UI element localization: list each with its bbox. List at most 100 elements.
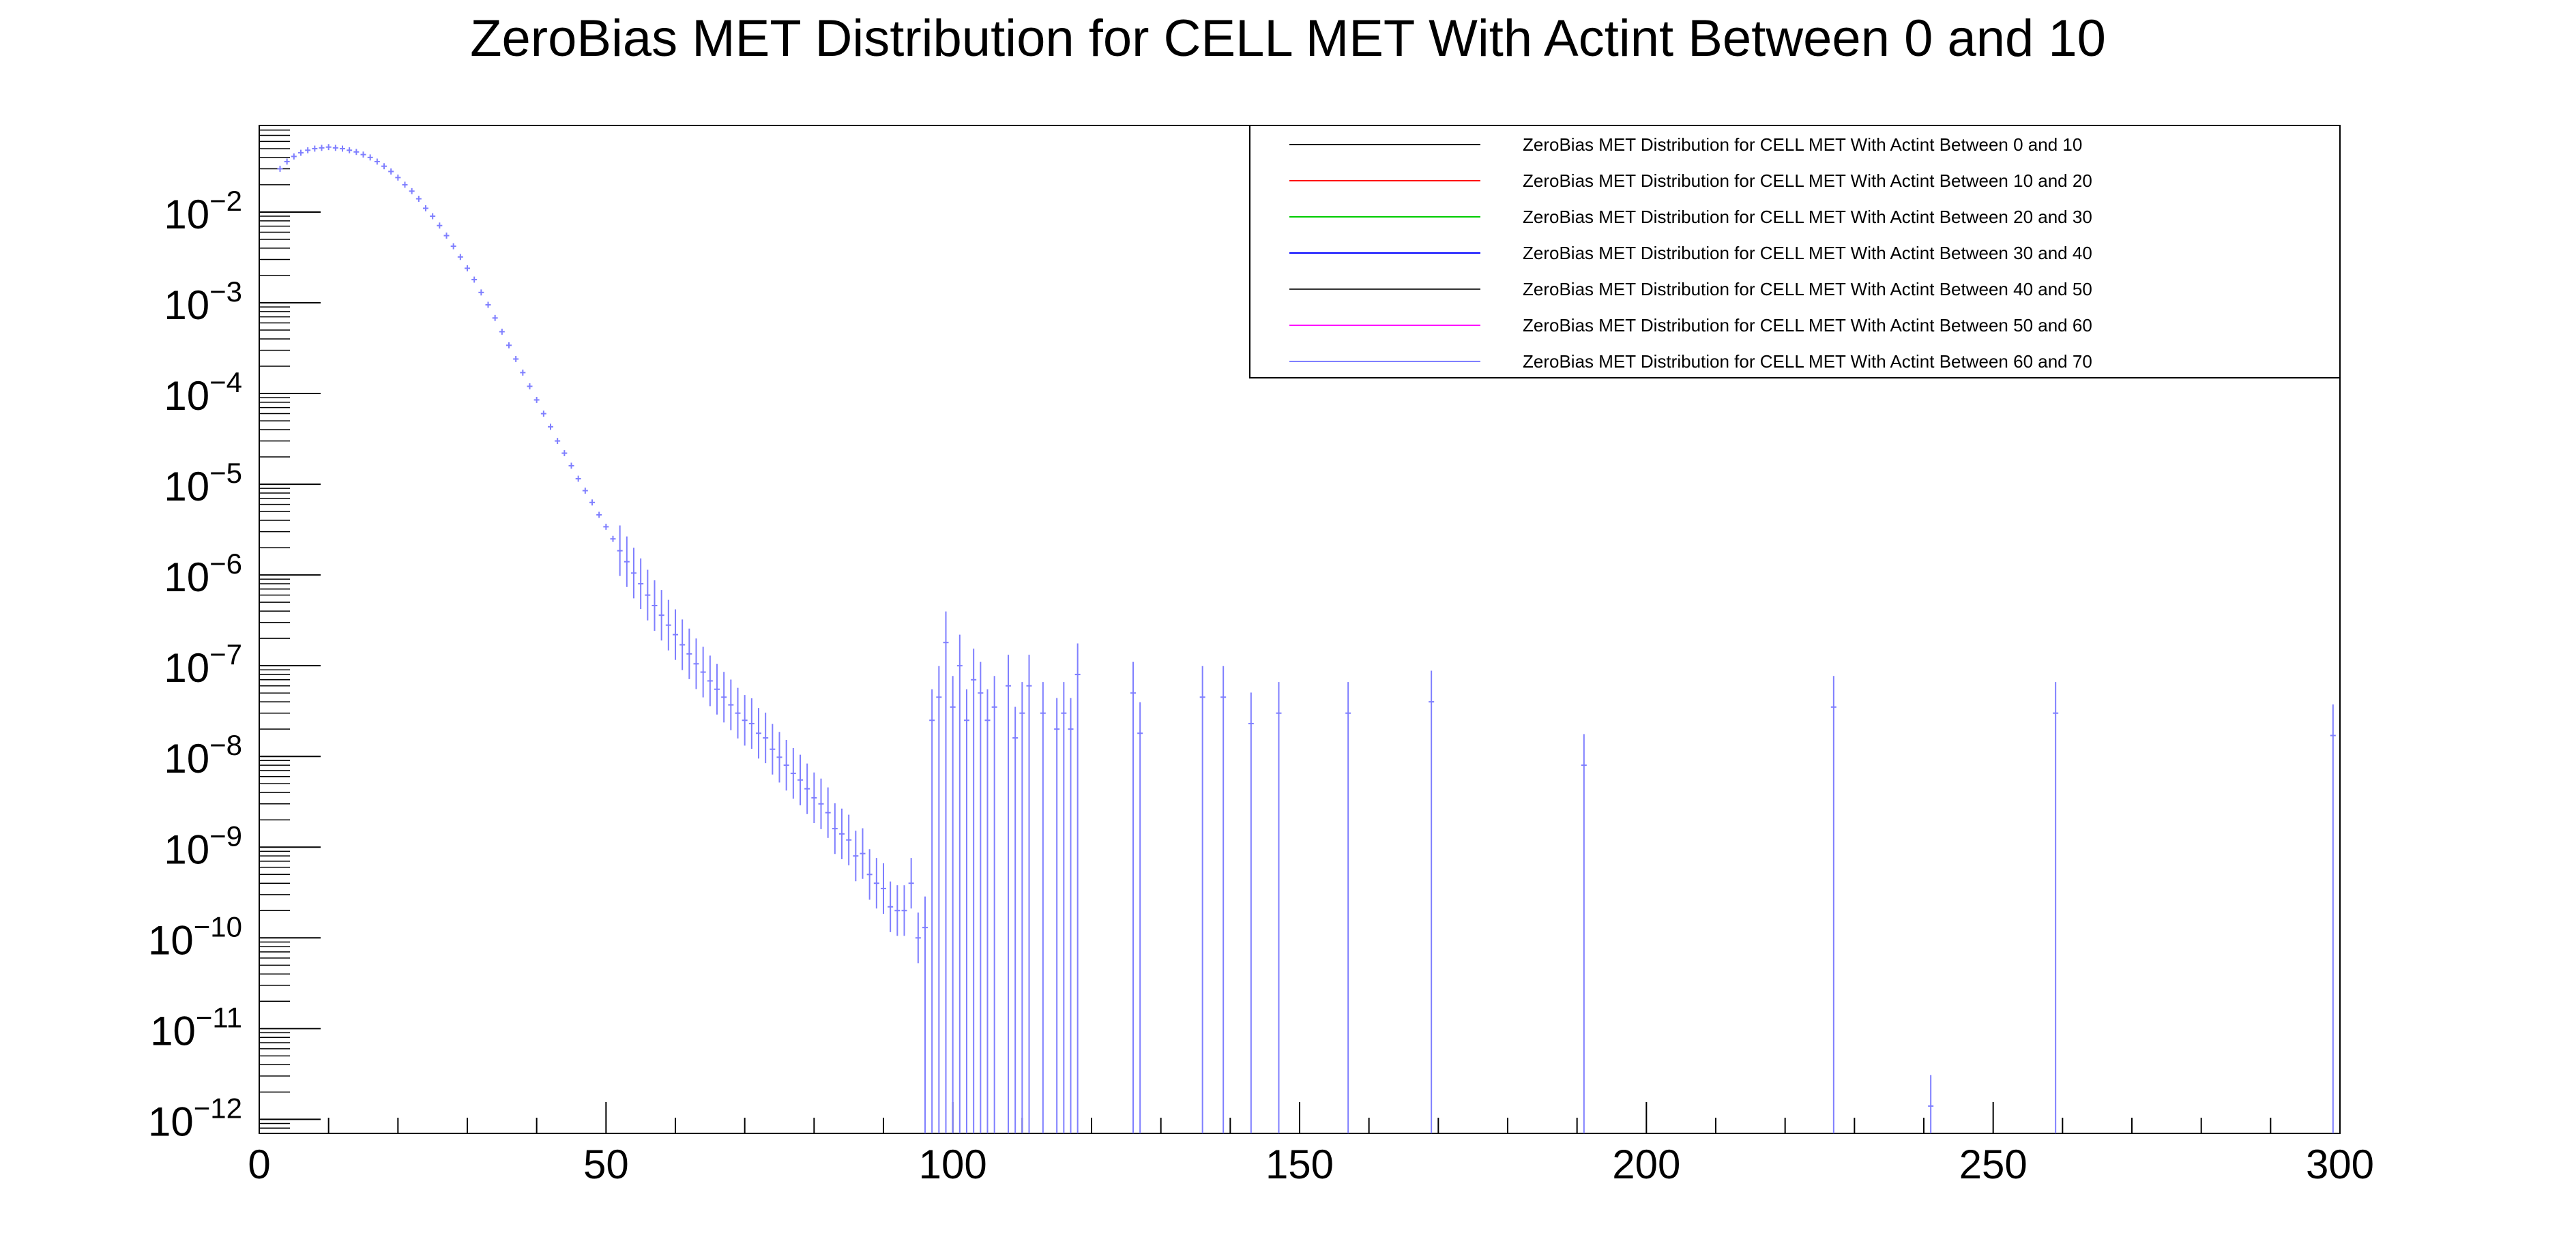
data-point: [332, 145, 338, 151]
data-point: [617, 525, 623, 576]
data-point: [533, 396, 540, 403]
data-point: [624, 536, 630, 587]
data-point: [950, 676, 956, 1133]
data-point: [971, 649, 977, 1133]
data-point: [922, 896, 928, 1133]
data-point: [1130, 661, 1136, 1133]
data-point: [2053, 682, 2059, 1133]
data-point: [312, 145, 318, 152]
data-point: [1928, 1075, 1934, 1133]
data-point: [381, 163, 387, 170]
data-point: [978, 661, 984, 1133]
data-point: [964, 689, 969, 1133]
data-point: [901, 885, 907, 936]
data-point: [291, 153, 297, 160]
data-point: [277, 166, 283, 172]
legend-box: [1249, 125, 2341, 378]
legend-entries: ZeroBias MET Distribution for CELL MET W…: [1289, 134, 2092, 372]
y-tick-label: 10−7: [164, 638, 242, 691]
data-point: [1345, 682, 1351, 1133]
data-point: [305, 147, 311, 153]
legend-item: ZeroBias MET Distribution for CELL MET W…: [1289, 243, 2092, 263]
y-tick-label: 10−9: [164, 820, 242, 872]
data-point: [700, 646, 706, 698]
data-point: [367, 154, 373, 161]
data-point: [485, 301, 491, 308]
legend-item: ZeroBias MET Distribution for CELL MET W…: [1289, 315, 2092, 336]
data-point: [555, 438, 561, 445]
data-point: [575, 475, 581, 482]
data-point: [610, 535, 616, 542]
data-point: [527, 383, 533, 389]
legend-label: ZeroBias MET Distribution for CELL MET W…: [1523, 170, 2092, 191]
legend-label: ZeroBias MET Distribution for CELL MET W…: [1523, 134, 2082, 155]
y-tick-label: 10−10: [148, 910, 242, 963]
x-tick-label: 100: [919, 1142, 987, 1187]
data-point: [652, 580, 658, 631]
data-point: [520, 369, 526, 376]
data-point: [603, 523, 609, 530]
data-point: [797, 754, 803, 805]
data-point: [298, 149, 304, 156]
legend-label: ZeroBias MET Distribution for CELL MET W…: [1523, 243, 2092, 263]
data-point: [1068, 698, 1074, 1133]
y-tick-label: 10−12: [148, 1092, 242, 1144]
x-tick-label: 0: [248, 1142, 270, 1187]
data-point: [748, 698, 755, 749]
data-point: [721, 672, 727, 723]
data-point: [665, 599, 671, 651]
y-tick-labels: 10−12 10−11 10−10 10−9 10−8 10−7 10−6 10−5 10−4 1…: [148, 185, 242, 1144]
data-point: [513, 356, 519, 362]
data-point: [790, 748, 796, 799]
data-points: [277, 144, 2336, 1133]
data-point: [450, 243, 456, 250]
data-point: [1248, 692, 1254, 1133]
data-point: [825, 787, 831, 838]
data-point: [347, 147, 353, 153]
y-tick-label: 10−2: [164, 185, 242, 237]
legend-item: ZeroBias MET Distribution for CELL MET W…: [1289, 170, 2092, 191]
data-point: [325, 144, 332, 151]
x-tick-label: 150: [1265, 1142, 1334, 1187]
data-point: [1276, 682, 1282, 1133]
y-minor-ticks: [259, 125, 290, 1134]
data-point: [756, 708, 761, 759]
data-point: [728, 679, 734, 730]
data-point: [693, 638, 699, 689]
data-point: [499, 328, 505, 335]
data-point: [645, 569, 651, 621]
data-point: [894, 885, 901, 936]
y-major-ticks: [259, 211, 321, 1120]
data-point: [492, 314, 498, 321]
data-point: [707, 655, 713, 706]
data-point: [804, 763, 810, 814]
data-point: [770, 724, 776, 775]
data-point: [478, 289, 484, 296]
data-point: [1581, 734, 1587, 1133]
data-point: [589, 499, 595, 506]
y-tick-label: 10−8: [164, 729, 242, 782]
y-tick-label: 10−11: [150, 1001, 242, 1054]
data-point: [1026, 655, 1032, 1133]
data-point: [1429, 670, 1435, 1133]
data-point: [853, 831, 859, 882]
data-point: [714, 664, 720, 715]
data-point: [929, 689, 935, 1133]
data-point: [832, 803, 838, 854]
x-tick-label: 250: [1959, 1142, 2028, 1187]
data-point: [673, 609, 678, 660]
x-tick-label: 200: [1612, 1142, 1680, 1187]
x-tick-label: 50: [583, 1142, 629, 1187]
data-point: [915, 912, 921, 964]
y-tick-label: 10−3: [164, 276, 242, 328]
data-point: [811, 772, 817, 823]
legend-label: ZeroBias MET Distribution for CELL MET W…: [1523, 279, 2092, 299]
data-point: [465, 265, 470, 271]
legend-label: ZeroBias MET Distribution for CELL MET W…: [1523, 351, 2092, 372]
chart-title: ZeroBias MET Distribution for CELL MET W…: [470, 10, 2106, 68]
legend-item: ZeroBias MET Distribution for CELL MET W…: [1289, 207, 2092, 227]
data-point: [443, 233, 450, 239]
data-point: [936, 666, 942, 1133]
data-point: [984, 689, 991, 1133]
